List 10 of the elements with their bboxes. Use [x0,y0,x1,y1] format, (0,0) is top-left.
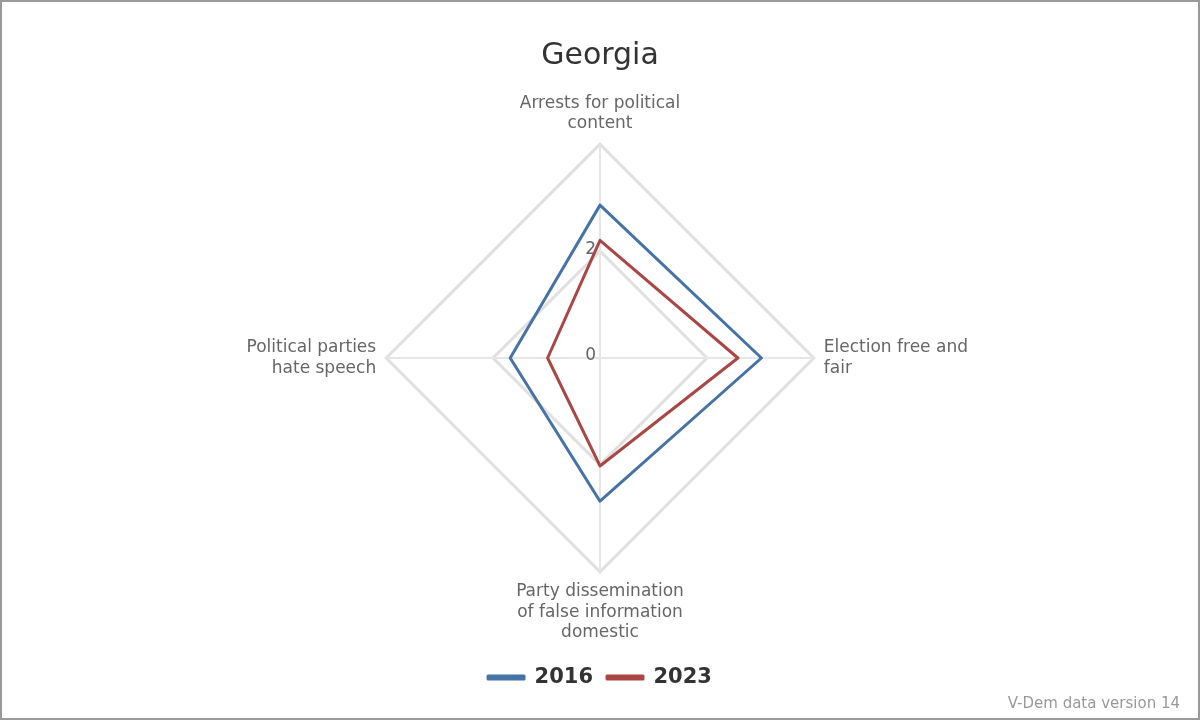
legend-label: 2016 [534,663,594,688]
legend-label: 2023 [653,663,712,688]
chart-title: Georgia [541,35,659,71]
spoke-label: Election free and fair [823,336,968,377]
y-tick-label: 2 [585,237,596,258]
text: V-Dem data version 14 [1007,694,1180,713]
spoke-label: Political parties hate speech [246,336,377,377]
y-tick-label: 0 [585,344,596,365]
spoke-label: Arrests for political content [519,92,681,133]
spoke-label: Party dissemination of false information domestic [516,580,684,642]
